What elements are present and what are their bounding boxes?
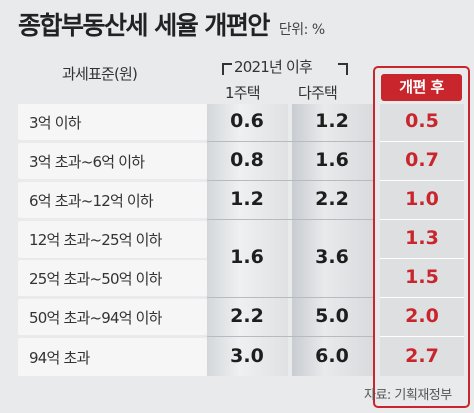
column-bg-reform: [380, 104, 464, 376]
bracket-left: [222, 63, 232, 75]
cell-one-home: 2.2: [230, 305, 264, 327]
cell-reform: 1.3: [405, 227, 439, 249]
page-title: 종합부동산세 세율 개편안: [18, 11, 270, 40]
row-divider: [207, 180, 373, 181]
cell-multi-home: 3.6: [315, 246, 349, 268]
cell-multi-home: 1.2: [315, 110, 349, 132]
row-divider: [207, 336, 373, 337]
cell-multi-home: 6.0: [315, 345, 349, 367]
cell-reform: 0.7: [405, 149, 439, 171]
row-divider: [380, 141, 464, 142]
cell-reform: 2.0: [405, 305, 439, 327]
header-basis: 과세표준(원): [62, 65, 138, 83]
reform-column-frame: [373, 66, 470, 408]
row-divider: [207, 141, 373, 142]
row-divider: [380, 180, 464, 181]
cell-one-home: 0.8: [230, 149, 264, 171]
table-row-label: 50억 초과~94억 이하: [18, 299, 207, 335]
cell-reform: 1.0: [405, 188, 439, 210]
cell-one-home: 0.6: [230, 110, 264, 132]
header-since-2021: 2021년 이후: [234, 58, 313, 76]
table-row-label: 3억 초과~6억 이하: [18, 143, 207, 179]
table-row-label: 25억 초과~50억 이하: [18, 260, 207, 296]
cell-multi-home: 2.2: [315, 188, 349, 210]
cell-reform: 2.7: [405, 345, 439, 367]
row-divider: [207, 297, 373, 298]
reform-header-badge: 개편 후: [381, 74, 462, 101]
table-row-label: 94억 초과: [18, 338, 207, 376]
cell-one-home: 1.6: [230, 246, 264, 268]
row-divider: [380, 297, 464, 298]
column-bg-one-home: [207, 104, 288, 376]
cell-one-home: 1.2: [230, 188, 264, 210]
header-one-home: 1주택: [225, 84, 261, 102]
cell-reform: 1.5: [405, 266, 439, 288]
row-divider: [380, 219, 464, 220]
row-divider: [380, 258, 464, 259]
source-note: 자료: 기획재정부: [364, 388, 452, 403]
table-row-label: 3억 이하: [18, 104, 207, 140]
cell-one-home: 3.0: [230, 345, 264, 367]
header-multi-home: 다주택: [298, 84, 338, 102]
row-divider: [207, 219, 373, 220]
unit-label: 단위: %: [278, 22, 325, 38]
cell-reform: 0.5: [405, 110, 439, 132]
table-row-label: 12억 초과~25억 이하: [18, 221, 207, 258]
title-row: 종합부동산세 세율 개편안 단위: %: [18, 6, 325, 42]
table-row-label: 6억 초과~12억 이하: [18, 182, 207, 218]
column-bg-multi-home: [292, 104, 373, 376]
cell-multi-home: 5.0: [315, 305, 349, 327]
row-divider: [380, 336, 464, 337]
cell-multi-home: 1.6: [315, 149, 349, 171]
bracket-right: [338, 63, 348, 75]
